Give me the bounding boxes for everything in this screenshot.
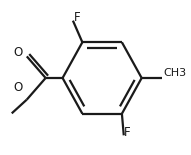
Text: F: F — [124, 126, 131, 140]
Text: CH3: CH3 — [163, 68, 186, 78]
Text: O: O — [14, 81, 23, 94]
Text: F: F — [74, 11, 81, 24]
Text: O: O — [14, 46, 23, 59]
